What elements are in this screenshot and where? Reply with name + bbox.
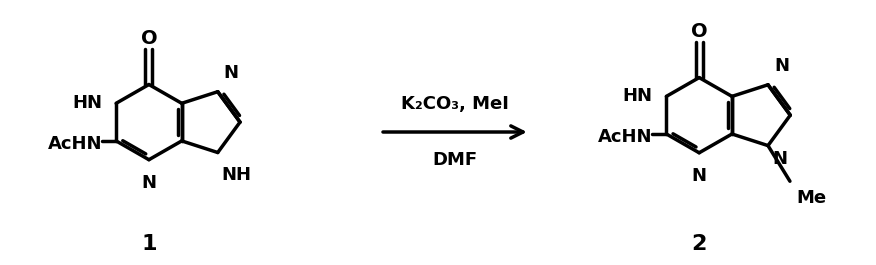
Text: N: N [774,57,789,75]
Text: AcHN: AcHN [598,128,653,146]
Text: O: O [691,23,708,41]
Text: N: N [141,174,157,192]
Text: N: N [223,64,239,82]
Text: 1: 1 [141,234,157,254]
Text: HN: HN [623,87,653,105]
Text: N: N [692,167,707,185]
Text: O: O [141,29,157,48]
Text: Me: Me [796,189,826,207]
Text: K₂CO₃, MeI: K₂CO₃, MeI [401,95,509,113]
Text: HN: HN [72,94,102,112]
Text: AcHN: AcHN [47,135,102,153]
Text: 2: 2 [691,234,707,254]
Text: NH: NH [222,166,251,184]
Text: DMF: DMF [433,151,477,169]
Text: N: N [772,149,787,167]
